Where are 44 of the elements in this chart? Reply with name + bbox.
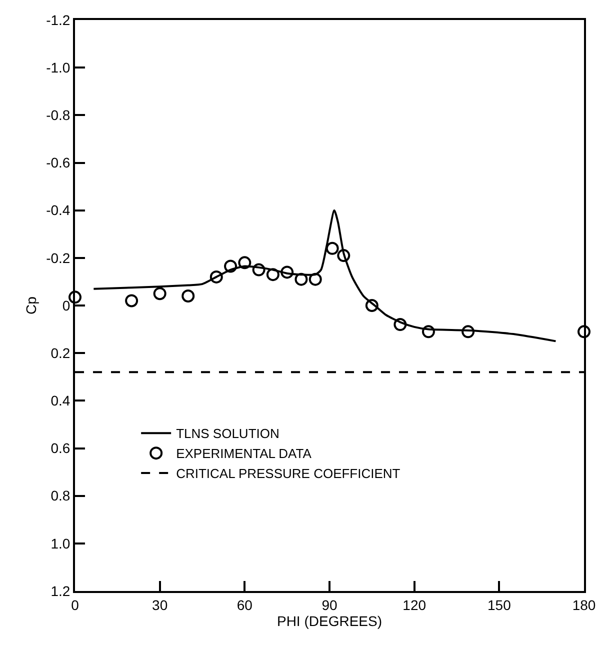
y-tick-label: 0.6 — [50, 440, 70, 456]
x-tick-label: 30 — [152, 596, 168, 613]
legend-label: CRITICAL PRESSURE COEFFICIENT — [176, 466, 400, 482]
x-tick-label: 120 — [402, 596, 426, 613]
point — [210, 270, 223, 284]
legend-label: TLNS SOLUTION — [176, 426, 280, 442]
x-tick-label: 180 — [572, 596, 596, 613]
point — [252, 263, 266, 276]
point — [578, 325, 590, 338]
point — [326, 242, 339, 255]
y-tick-label: -0.8 — [46, 107, 70, 124]
x-tick-label: 150 — [487, 596, 512, 613]
y-tick-label: 0.4 — [50, 392, 70, 409]
point — [365, 299, 378, 312]
y-tick-label: 0 — [62, 297, 70, 314]
x-tick-label: 60 — [236, 596, 253, 613]
legend-label: EXPERIMENTAL DATA — [176, 446, 312, 462]
point — [182, 289, 195, 302]
point — [294, 272, 308, 286]
x-tick-label: 90 — [322, 596, 338, 613]
y-tick-label: -1.2 — [46, 12, 70, 28]
point — [238, 256, 252, 270]
point — [462, 325, 475, 338]
point — [394, 318, 407, 332]
point — [153, 287, 166, 300]
point — [280, 266, 294, 279]
point — [266, 268, 280, 282]
y-axis-title: Cp — [23, 296, 40, 314]
y-tick-label: 0.2 — [50, 344, 70, 361]
point — [224, 260, 238, 273]
y-tick-label: -0.4 — [46, 202, 70, 218]
point — [125, 294, 138, 308]
x-axis-title: PHI (DEGREES) — [276, 612, 382, 629]
y-tick-label: 0.8 — [50, 488, 70, 504]
point — [337, 249, 350, 262]
y-tick-label: 1.0 — [50, 535, 70, 552]
y-tick-label: -0.2 — [46, 250, 70, 266]
y-tick-label: 1.2 — [50, 582, 70, 599]
point — [308, 272, 322, 286]
line-series — [92, 209, 557, 342]
point — [68, 290, 82, 304]
y-tick-label: -1.0 — [46, 59, 70, 76]
point — [422, 325, 435, 338]
y-tick-label: -0.6 — [46, 154, 70, 171]
